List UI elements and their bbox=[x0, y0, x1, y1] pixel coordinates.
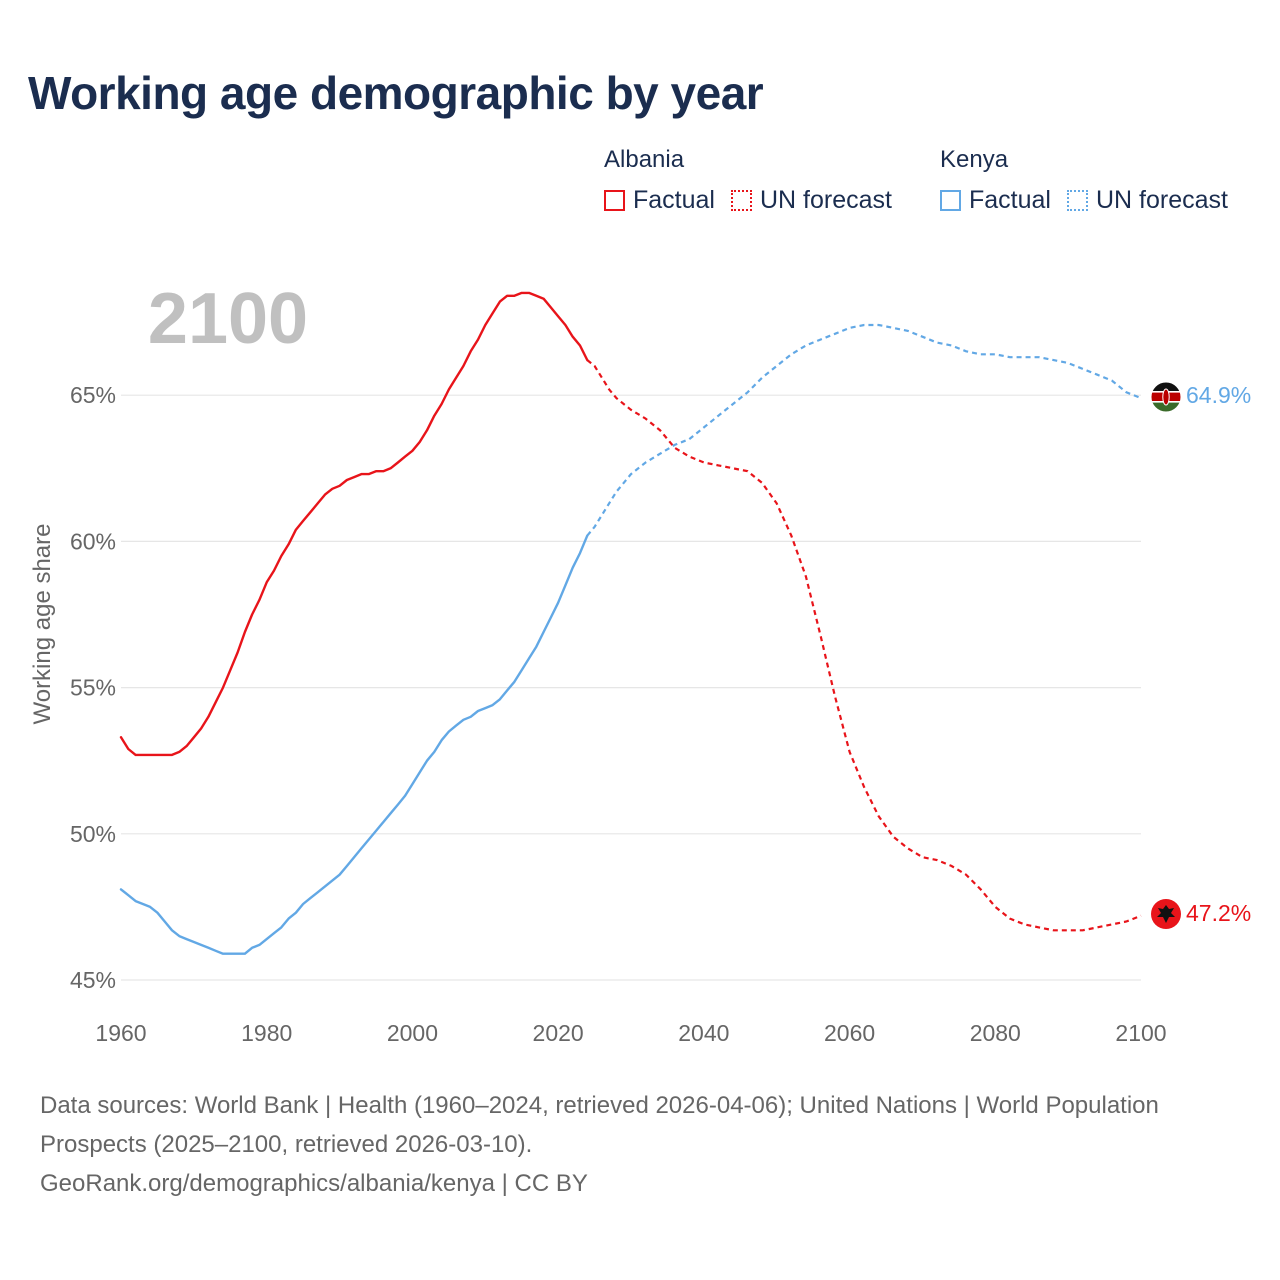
kenya-forecast-line bbox=[586, 323, 1142, 537]
footer: Data sources: World Bank | Health (1960–… bbox=[40, 1086, 1220, 1203]
series-lines bbox=[119, 291, 1142, 955]
y-tick-label: 45% bbox=[70, 967, 116, 993]
x-tick-label: 2080 bbox=[970, 1020, 1021, 1046]
kenya-end-value-label: 64.9% bbox=[1186, 382, 1251, 408]
legend-country-albania: Albania bbox=[604, 146, 685, 173]
y-axis-ticks: 45% 50% 55% 60% 65% bbox=[70, 382, 116, 993]
albania-flag-icon bbox=[1151, 899, 1181, 929]
x-axis-ticks: 1960 1980 2000 2020 2040 2060 2080 2100 bbox=[95, 1020, 1166, 1046]
x-tick-label: 1980 bbox=[241, 1020, 292, 1046]
kenya-forecast-swatch bbox=[1066, 190, 1088, 211]
legend-albania-forecast-label: UN forecast bbox=[759, 186, 892, 214]
legend-kenya-forecast-label: UN forecast bbox=[1095, 186, 1228, 214]
legend-group-kenya: Kenya Factual UN forecast bbox=[940, 146, 1244, 215]
x-tick-label: 2040 bbox=[678, 1020, 729, 1046]
chart-title: Working age demographic by year bbox=[28, 67, 764, 119]
x-tick-label: 2000 bbox=[387, 1020, 438, 1046]
y-tick-label: 55% bbox=[70, 675, 116, 701]
legend-group-albania: Albania Factual UN forecast bbox=[604, 146, 908, 215]
y-axis-label: Working age share bbox=[29, 524, 56, 725]
albania-forecast-line bbox=[586, 359, 1142, 932]
credit-link[interactable]: GeoRank.org/demographics/albania/kenya |… bbox=[40, 1170, 588, 1197]
albania-factual-swatch bbox=[604, 190, 625, 211]
data-sources: Data sources: World Bank | Health (1960–… bbox=[40, 1092, 1159, 1158]
albania-end-value-label: 47.2% bbox=[1186, 900, 1251, 926]
legend-kenya-forecast[interactable]: UN forecast bbox=[1066, 186, 1228, 215]
legend-kenya-factual[interactable]: Factual bbox=[940, 186, 1051, 215]
line-chart: 45% 50% 55% 60% 65% 1960 1980 2000 2020 2040 2060… bbox=[29, 279, 1251, 1046]
y-tick-label: 65% bbox=[70, 382, 116, 408]
kenya-factual-line bbox=[119, 534, 589, 955]
x-tick-label: 1960 bbox=[95, 1020, 146, 1046]
legend-albania-factual-label: Factual bbox=[633, 186, 715, 214]
year-watermark: 2100 bbox=[148, 279, 308, 359]
y-tick-label: 50% bbox=[70, 821, 116, 847]
legend-kenya-factual-label: Factual bbox=[969, 186, 1051, 214]
kenya-factual-swatch bbox=[940, 190, 961, 211]
y-tick-label: 60% bbox=[70, 528, 116, 554]
x-tick-label: 2020 bbox=[533, 1020, 584, 1046]
x-tick-label: 2100 bbox=[1115, 1020, 1166, 1046]
legend-albania-forecast[interactable]: UN forecast bbox=[730, 186, 892, 215]
gridlines bbox=[121, 394, 1141, 981]
legend-albania-factual[interactable]: Factual bbox=[604, 186, 715, 215]
legend-country-kenya: Kenya bbox=[940, 146, 1009, 173]
albania-forecast-swatch bbox=[730, 190, 752, 211]
x-tick-label: 2060 bbox=[824, 1020, 875, 1046]
albania-factual-line bbox=[119, 291, 589, 757]
kenya-flag-icon bbox=[1150, 381, 1182, 413]
